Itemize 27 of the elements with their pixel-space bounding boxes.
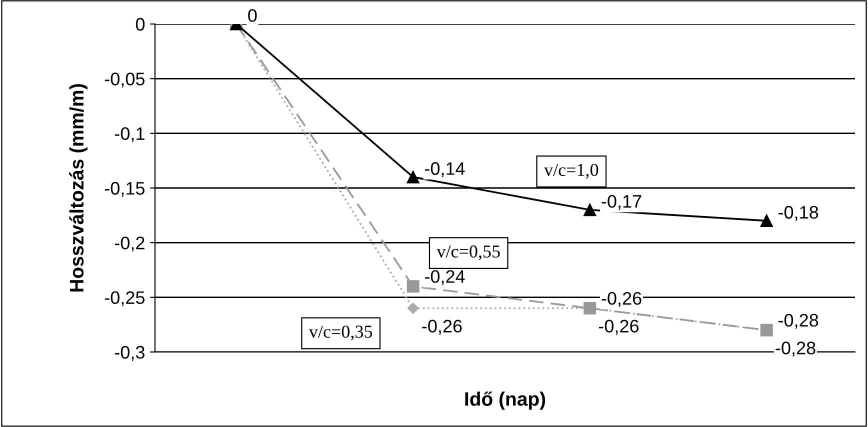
x-axis-title: Idő (nap) <box>465 392 546 410</box>
data-label: -0,14 <box>424 162 465 178</box>
point <box>584 204 596 216</box>
data-label: -0,18 <box>778 206 818 221</box>
point <box>760 214 773 228</box>
data-label: 0 <box>248 9 257 22</box>
y-tick-label: -0,3 <box>114 346 144 361</box>
data-label: -0,17 <box>602 194 642 210</box>
series-label: v/c=1,0 <box>544 164 598 179</box>
y-tick-label: -0,2 <box>114 236 144 252</box>
y-tick-label: -0,15 <box>104 182 145 197</box>
series-label: v/c=0,55 <box>436 245 500 260</box>
point <box>406 280 420 293</box>
y-tick-label: -0,05 <box>104 72 145 88</box>
data-label: -0,28 <box>776 342 816 357</box>
y-tick-label: 0 <box>136 18 145 31</box>
y-tick-label: -0,1 <box>114 127 144 142</box>
y-tick-label: -0,25 <box>104 291 145 306</box>
data-label: -0,26 <box>602 292 642 307</box>
y-axis-title: Hosszváltozás (mm/m) <box>69 84 88 292</box>
data-label: -0,28 <box>778 314 818 329</box>
data-label: -0,26 <box>598 320 639 335</box>
point <box>406 170 420 184</box>
text: v/c=0,35 <box>308 326 372 340</box>
point <box>407 302 419 314</box>
data-label: -0,24 <box>424 270 465 286</box>
data-label: -0,26 <box>422 320 462 335</box>
